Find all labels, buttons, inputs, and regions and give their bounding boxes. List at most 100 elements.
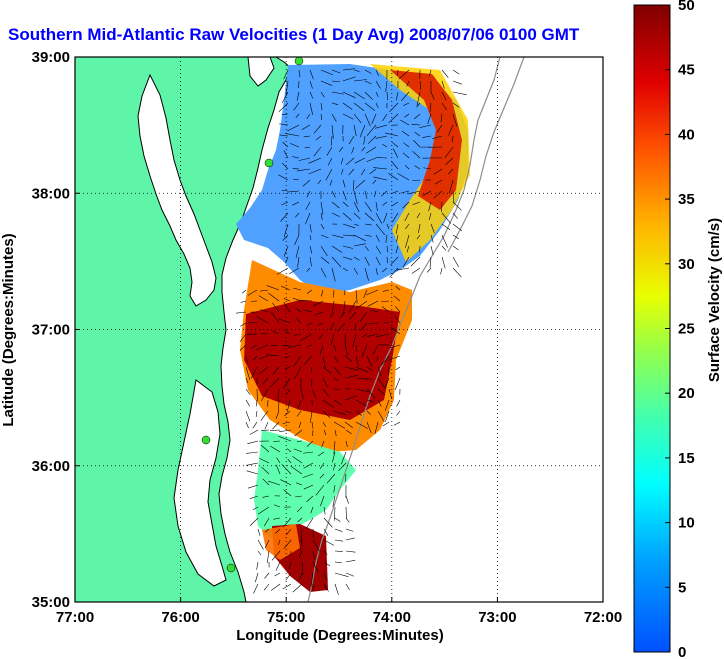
velocity-vector (374, 124, 388, 129)
velocity-vector (353, 79, 367, 82)
velocity-vector (273, 517, 281, 520)
y-tick-label: 37:00 (32, 322, 70, 339)
velocity-vector (382, 113, 388, 122)
velocity-vector (309, 256, 312, 267)
velocity-vector (306, 440, 314, 447)
velocity-vector (333, 421, 346, 429)
velocity-vector (345, 572, 354, 577)
velocity-vector (441, 245, 447, 251)
velocity-vector (256, 399, 258, 407)
velocity-vector (374, 190, 377, 198)
pamlico-sound (173, 379, 227, 587)
velocity-vector (366, 410, 371, 415)
velocity-vector (366, 146, 377, 154)
velocity-vector (320, 245, 328, 257)
velocity-vector (272, 421, 280, 430)
velocity-vector (366, 421, 372, 434)
velocity-vector (394, 377, 401, 391)
velocity-vector (268, 480, 281, 486)
velocity-vector (344, 421, 353, 428)
velocity-vector (305, 212, 311, 225)
y-tick-label: 36:00 (32, 458, 70, 475)
velocity-vector (441, 102, 447, 110)
velocity-vector (323, 528, 329, 536)
velocity-vector (400, 190, 410, 194)
velocity-vector (315, 135, 322, 141)
velocity-vector (329, 311, 335, 318)
velocity-vector (288, 561, 292, 570)
velocity-vector (278, 318, 291, 324)
velocity-vector (285, 572, 292, 581)
velocity-vector (287, 190, 300, 193)
velocity-vector (245, 421, 249, 429)
velocity-vector (313, 124, 322, 134)
velocity-vector (333, 462, 336, 471)
velocity-vector (262, 495, 270, 498)
velocity-vector (298, 80, 300, 89)
velocity-vector (306, 190, 311, 198)
velocity-vector (320, 267, 327, 278)
velocity-vector (382, 267, 388, 273)
velocity-vector (393, 295, 401, 302)
velocity-vector (334, 429, 337, 437)
velocity-vector (375, 267, 378, 275)
velocity-vector (452, 102, 460, 108)
velocity-vector (349, 311, 357, 320)
velocity-vector (306, 495, 314, 503)
velocity-vector (345, 517, 350, 523)
velocity-vector (300, 528, 303, 543)
velocity-vector (286, 528, 292, 536)
velocity-vector (283, 377, 291, 389)
velocity-vector (331, 190, 336, 198)
delaware-bay (247, 57, 275, 87)
velocity-vector (340, 157, 344, 165)
velocity-vector (339, 146, 344, 152)
velocity-vector (353, 190, 358, 205)
velocity-vector (342, 113, 354, 120)
velocity-vector (368, 135, 377, 144)
velocity-vector (355, 399, 367, 406)
velocity-vector (441, 69, 449, 78)
velocity-vector (383, 212, 388, 223)
velocity-vector (410, 256, 421, 267)
velocity-vector (353, 69, 360, 72)
station-marker (201, 435, 211, 445)
velocity-vector (377, 399, 382, 407)
velocity-vector (258, 506, 270, 515)
velocity-vector (342, 201, 349, 207)
velocity-vector (348, 135, 355, 145)
velocity-vector (334, 583, 339, 595)
velocity-vector (252, 506, 259, 511)
velocity-vector (323, 517, 333, 528)
x-axis: 77:00 76:00 75:00 74:00 73:00 72:00 (56, 597, 622, 626)
velocity-vector (303, 355, 313, 366)
velocity-vector (407, 190, 421, 195)
velocity-vector (377, 388, 386, 396)
velocity-vector (429, 256, 432, 268)
velocity-vector (320, 102, 323, 111)
velocity-vector (361, 333, 368, 338)
velocity-vector (452, 256, 459, 268)
velocity-vector (323, 506, 326, 515)
isobath-deep (447, 57, 525, 253)
velocity-vector (320, 91, 325, 98)
velocity-vector (406, 80, 410, 87)
velocity-vector (292, 201, 300, 206)
velocity-vector (332, 451, 336, 463)
velocity-vector (309, 69, 314, 80)
velocity-vector (300, 299, 313, 302)
velocity-vector (273, 440, 281, 442)
velocity-vector (375, 135, 388, 139)
velocity-vector (320, 212, 323, 220)
velocity-vector (320, 80, 333, 86)
velocity-vector (285, 366, 291, 369)
colorbar-tick-label: 35 (678, 191, 695, 208)
velocity-vector (250, 366, 258, 379)
velocity-vector (283, 69, 289, 80)
velocity-vector (248, 322, 258, 324)
velocity-vector (342, 223, 356, 229)
velocity-vector (292, 456, 303, 464)
velocity-vector (353, 223, 359, 226)
velocity-vector (281, 201, 289, 206)
